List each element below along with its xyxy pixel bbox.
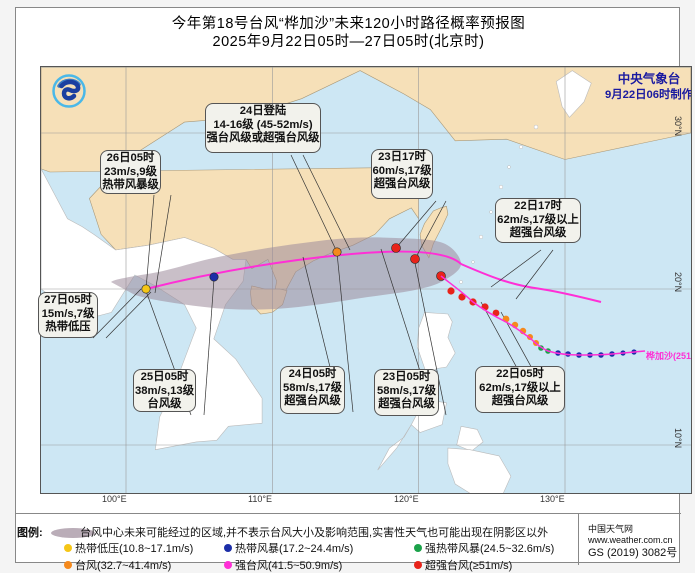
svg-text:桦加沙(2518): 桦加沙(2518) bbox=[645, 350, 691, 361]
svg-text:9月22日06时制作: 9月22日06时制作 bbox=[605, 87, 691, 101]
svg-text:中央气象台: 中央气象台 bbox=[618, 71, 681, 86]
